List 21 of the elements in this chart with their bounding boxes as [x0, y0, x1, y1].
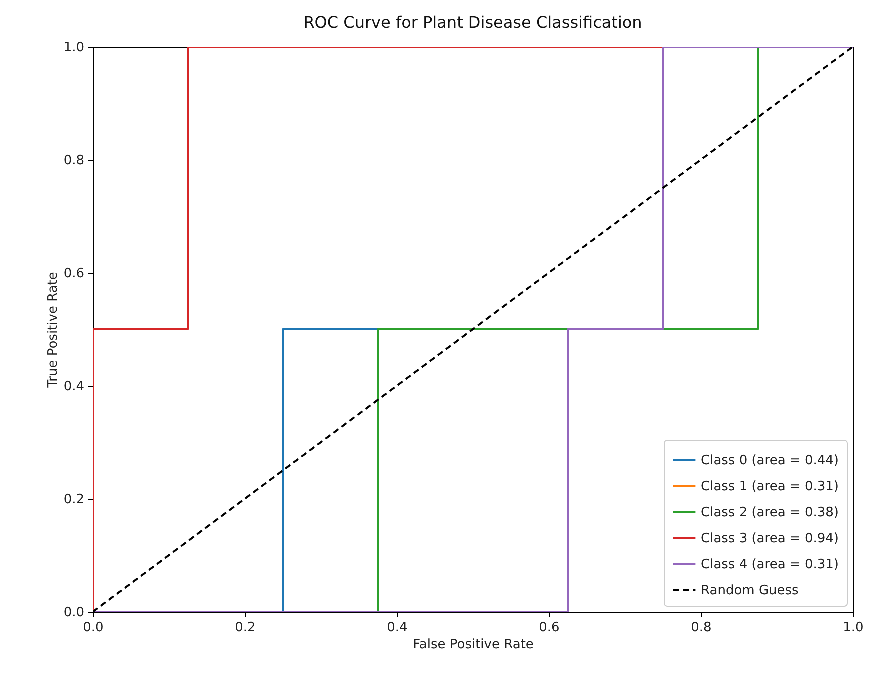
legend-label: Class 4 (area = 0.31) — [701, 558, 839, 572]
x-tick-label: 0.8 — [691, 620, 712, 636]
y-tick-label: 0.0 — [64, 606, 84, 620]
y-tick-label: 0.2 — [64, 492, 84, 508]
legend-label: Class 3 (area = 0.94) — [701, 532, 839, 546]
legend-label: Class 0 (area = 0.44) — [701, 454, 839, 468]
x-tick-label: 0.0 — [83, 620, 104, 636]
x-tick-label: 0.4 — [387, 620, 408, 636]
chart-title: ROC Curve for Plant Disease Classification — [304, 13, 642, 32]
x-axis-title: False Positive Rate — [413, 638, 534, 652]
y-tick-label: 0.4 — [64, 380, 84, 394]
y-tick-label: 0.8 — [64, 154, 84, 168]
x-tick-label: 0.6 — [539, 620, 560, 636]
legend-label: Random Guess — [701, 584, 800, 598]
x-tick-label: 1.0 — [843, 620, 864, 636]
y-axis-title: True Positive Rate — [46, 272, 61, 389]
x-tick-label: 0.2 — [235, 620, 256, 636]
y-tick-label: 1.0 — [64, 40, 84, 56]
y-tick-label: 0.6 — [64, 266, 84, 282]
legend-label: Class 1 (area = 0.31) — [701, 480, 839, 494]
legend-label: Class 2 (area = 0.38) — [701, 506, 839, 520]
